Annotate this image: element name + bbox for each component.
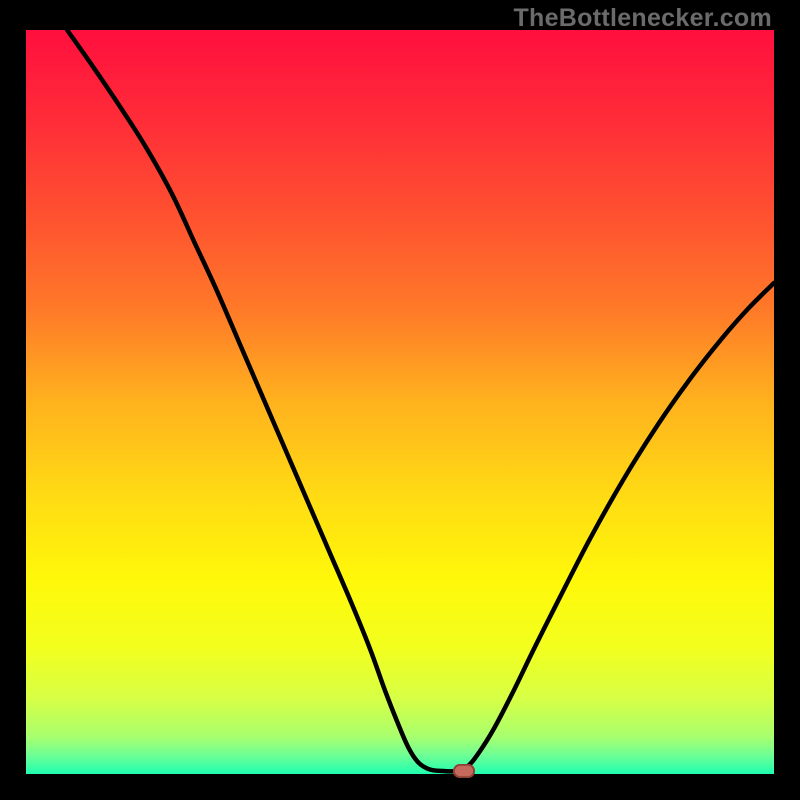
chart-frame: TheBottlenecker.com bbox=[0, 0, 800, 800]
curve-path bbox=[67, 30, 774, 771]
bottleneck-marker bbox=[453, 764, 475, 778]
bottleneck-curve bbox=[0, 0, 800, 800]
